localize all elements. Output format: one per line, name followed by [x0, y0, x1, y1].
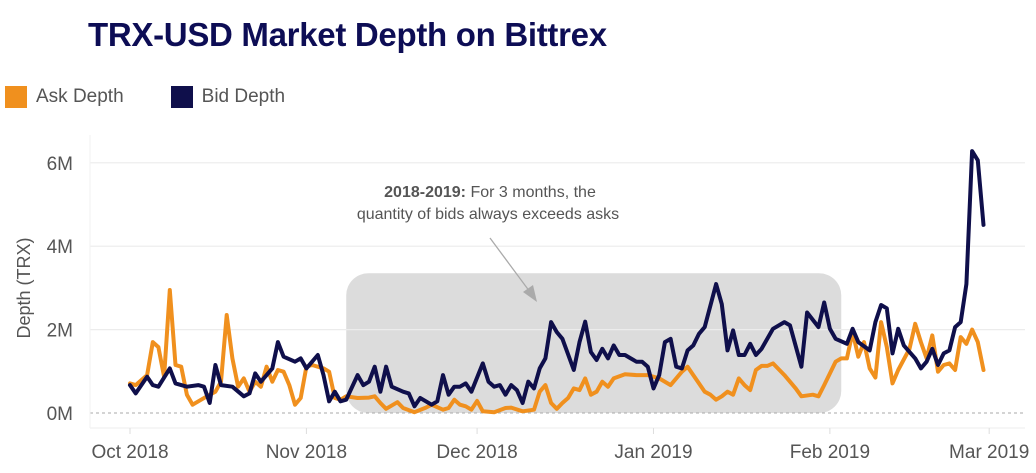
legend: Ask Depth Bid Depth	[5, 86, 332, 108]
y-tick-label: 0M	[47, 404, 73, 425]
annotation-arrow	[489, 237, 531, 293]
y-axis-label: Depth (TRX)	[14, 237, 34, 338]
annotation-line-1: 2018-2019: For 3 months, the	[384, 184, 596, 201]
highlight-region	[346, 273, 842, 413]
y-tick-label: 4M	[47, 237, 73, 258]
legend-swatch-ask	[5, 86, 27, 108]
annotation-bold: 2018-2019:	[384, 184, 466, 201]
legend-swatch-bid	[170, 86, 193, 108]
legend-label-ask: Ask Depth	[36, 86, 124, 107]
y-tick-label: 6M	[47, 154, 73, 175]
chart-title: TRX-USD Market Depth on Bittrex	[88, 16, 607, 53]
y-tick-label: 2M	[47, 321, 73, 342]
legend-item-ask: Ask Depth	[5, 86, 124, 108]
legend-label-bid: Bid Depth	[201, 86, 286, 107]
x-tick-label: Nov 2018	[266, 442, 347, 463]
annotation-line-2: quantity of bids always exceeds asks	[357, 206, 619, 223]
annotation-text: For 3 months, the	[466, 184, 596, 201]
bid-depth-line	[128, 149, 986, 409]
annotation-arrowhead	[523, 285, 537, 302]
ask-depth-line	[128, 288, 986, 415]
x-tick-label: Feb 2019	[790, 442, 870, 463]
x-tick-label: Jan 2019	[614, 442, 692, 463]
x-tick-label: Mar 2019	[949, 442, 1029, 463]
x-tick-label: Oct 2018	[91, 442, 168, 463]
x-tick-label: Dec 2018	[436, 442, 517, 463]
legend-item-bid: Bid Depth	[170, 86, 286, 108]
